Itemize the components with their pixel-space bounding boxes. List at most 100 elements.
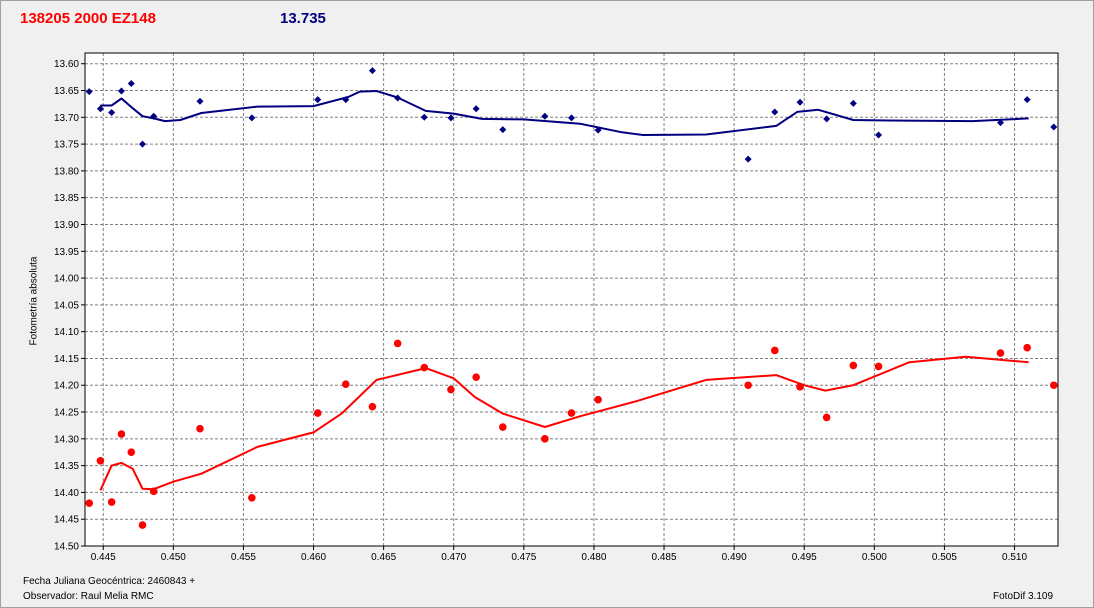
data-point-diamond — [823, 115, 831, 123]
data-point-diamond — [499, 126, 507, 134]
y-tick-label: 13.80 — [54, 166, 79, 177]
data-point-circle — [594, 395, 602, 404]
data-point-diamond — [150, 112, 158, 120]
y-tick-label: 14.45 — [54, 515, 79, 526]
data-point-circle — [796, 383, 804, 391]
trend-line-0 — [100, 90, 1029, 136]
data-point-circle — [96, 456, 105, 465]
x-tick-label: 0.510 — [1002, 552, 1027, 563]
grid-lines — [85, 53, 1058, 546]
julian-date-label: Fecha Juliana Geocéntrica: 2460843 + — [23, 576, 196, 587]
x-tick-label: 0.495 — [792, 552, 817, 563]
data-point-circle — [770, 346, 779, 355]
data-point-diamond — [85, 88, 93, 96]
trend-line-1 — [99, 355, 1029, 491]
data-point-circle — [849, 361, 858, 370]
magnitude-value: 13.735 — [280, 10, 326, 27]
data-point-circle — [196, 424, 204, 433]
data-point-diamond — [138, 140, 146, 148]
x-tick-label: 0.490 — [722, 552, 747, 563]
y-tick-label: 14.25 — [54, 408, 79, 419]
x-tick-label: 0.485 — [652, 552, 677, 563]
data-point-diamond — [541, 112, 549, 120]
data-point-circle — [107, 498, 116, 506]
x-tick-label: 0.455 — [231, 552, 256, 563]
data-point-diamond — [744, 155, 752, 163]
data-point-circle — [248, 493, 256, 502]
x-tick-label: 0.480 — [581, 552, 606, 563]
data-point-circle — [744, 381, 752, 390]
x-tick-label: 0.445 — [91, 552, 116, 563]
data-point-circle — [996, 349, 1005, 357]
data-point-diamond — [472, 105, 480, 113]
data-point-diamond — [997, 119, 1005, 127]
data-point-diamond — [314, 96, 322, 104]
data-point-circle — [472, 373, 480, 382]
data-point-diamond — [420, 113, 428, 121]
y-tick-label: 13.65 — [54, 86, 79, 97]
data-point-circle — [1049, 381, 1058, 390]
data-point-diamond — [447, 114, 455, 122]
data-point-diamond — [248, 114, 256, 122]
plot-area — [85, 53, 1058, 546]
data-point-circle — [368, 402, 377, 411]
data-point-diamond — [117, 87, 125, 95]
y-tick-labels: 13.60 13.65 13.70 13.75 13.80 13.85 13.90 13.95… — [54, 59, 85, 553]
data-points — [85, 67, 1058, 529]
data-point-circle — [127, 448, 136, 457]
data-point-circle — [117, 430, 126, 438]
data-point-diamond — [594, 126, 602, 134]
y-tick-label: 13.90 — [54, 220, 79, 231]
data-point-diamond — [796, 98, 804, 106]
data-point-circle — [447, 385, 455, 394]
y-tick-label: 13.70 — [54, 113, 79, 124]
data-point-circle — [420, 363, 429, 372]
x-tick-label: 0.500 — [862, 552, 887, 563]
y-tick-label: 14.00 — [54, 274, 79, 285]
data-point-circle — [874, 362, 883, 371]
x-tick-label: 0.460 — [301, 552, 326, 563]
x-tick-label: 0.470 — [441, 552, 466, 563]
software-label: FotoDif 3.109 — [993, 591, 1054, 602]
data-point-circle — [541, 435, 549, 443]
y-tick-label: 13.85 — [54, 193, 79, 204]
y-tick-label: 13.75 — [54, 140, 79, 151]
data-point-diamond — [849, 99, 857, 107]
data-point-circle — [822, 413, 831, 422]
data-point-diamond — [394, 94, 402, 102]
data-point-diamond — [127, 80, 135, 88]
trend-lines — [99, 90, 1029, 491]
x-tick-labels: 0.445 0.450 0.455 0.460 0.465 0.470 0.475 0.480… — [91, 546, 1027, 563]
data-point-circle — [499, 423, 507, 431]
y-tick-label: 13.95 — [54, 247, 79, 258]
x-tick-label: 0.450 — [161, 552, 186, 563]
plot-border — [84, 52, 1059, 547]
data-point-diamond — [771, 108, 779, 116]
data-point-diamond — [342, 96, 350, 104]
data-point-diamond — [568, 114, 575, 122]
y-tick-label: 13.60 — [54, 59, 79, 70]
data-point-diamond — [875, 131, 883, 139]
y-tick-label: 14.30 — [54, 434, 79, 445]
data-point-circle — [149, 487, 158, 496]
data-point-circle — [138, 521, 147, 529]
data-point-diamond — [1023, 96, 1031, 104]
x-tick-label: 0.505 — [932, 552, 957, 563]
data-point-diamond — [196, 97, 204, 105]
y-tick-label: 14.40 — [54, 488, 79, 499]
y-tick-label: 14.35 — [54, 461, 79, 472]
data-point-circle — [85, 499, 94, 507]
observer-label: Observador: Raul Melia RMC — [23, 591, 154, 602]
x-tick-label: 0.465 — [371, 552, 396, 563]
data-point-circle — [313, 409, 322, 417]
data-point-circle — [1023, 343, 1031, 352]
data-point-circle — [393, 339, 402, 348]
x-tick-label: 0.475 — [511, 552, 536, 563]
y-tick-label: 14.10 — [54, 327, 79, 338]
data-point-diamond — [1050, 123, 1058, 131]
data-point-diamond — [108, 108, 116, 116]
y-tick-label: 14.50 — [54, 542, 79, 553]
data-point-diamond — [96, 105, 104, 113]
